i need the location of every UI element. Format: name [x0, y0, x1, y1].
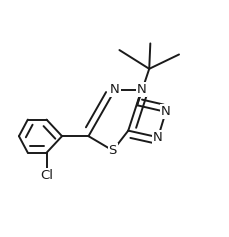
- Text: N: N: [136, 83, 146, 96]
- Text: N: N: [153, 131, 162, 144]
- Text: N: N: [160, 105, 170, 118]
- Text: N: N: [110, 83, 119, 96]
- Text: S: S: [108, 144, 117, 157]
- Text: Cl: Cl: [40, 169, 53, 182]
